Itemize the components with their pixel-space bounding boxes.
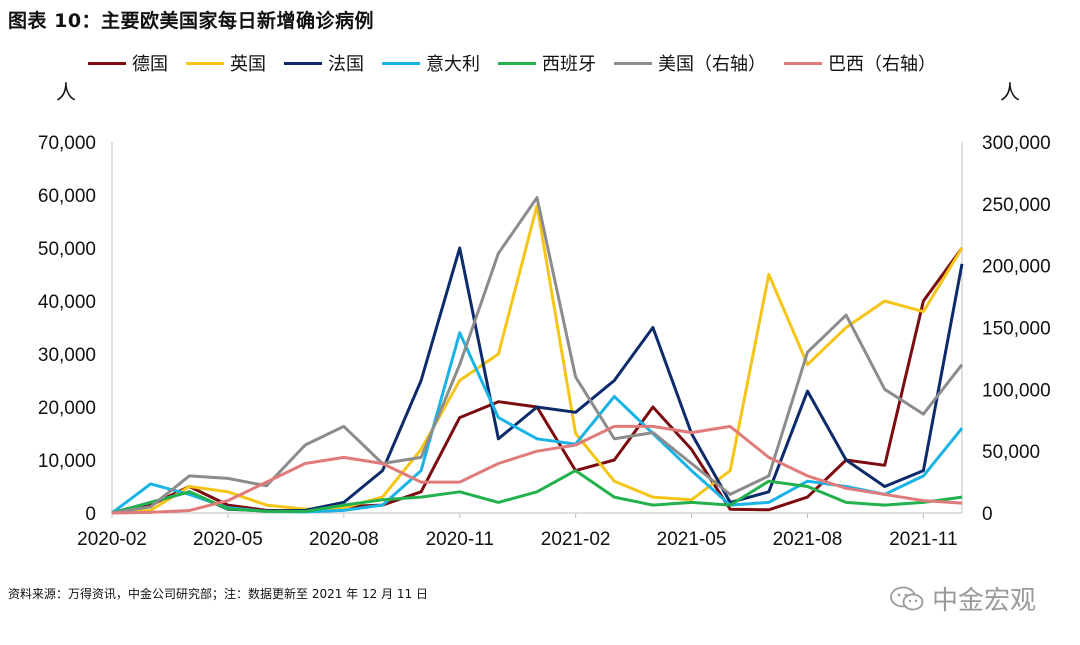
series-line-4 — [111, 469, 963, 515]
chart-legend: 德国 英国 法国 意大利 西班牙 美国（右轴） 巴西（右轴） — [88, 50, 936, 76]
series-line-6 — [111, 424, 963, 515]
left-tick-label: 70,000 — [38, 133, 96, 154]
right-tick-label: 150,000 — [982, 319, 1051, 340]
legend-swatch — [284, 61, 322, 65]
legend-item-4: 西班牙 — [498, 50, 596, 76]
legend-label: 德国 — [132, 54, 168, 75]
legend-label: 巴西（右轴） — [828, 54, 936, 75]
legend-swatch — [498, 61, 536, 65]
x-tick-label: 2021-05 — [657, 529, 727, 550]
x-tick-label: 2021-08 — [773, 529, 843, 550]
left-tick-label: 40,000 — [38, 292, 96, 313]
x-tick-label: 2020-08 — [309, 529, 379, 550]
legend-item-1: 英国 — [186, 50, 266, 76]
series-line-2 — [111, 246, 964, 515]
right-tick-label: 300,000 — [982, 133, 1051, 154]
line-chart: 0 10,000 20,000 30,000 40,000 50,000 60,000 70,… — [38, 133, 1051, 550]
legend-item-2: 法国 — [284, 50, 364, 76]
source-note: 资料来源：万得资讯，中金公司研究部；注：数据更新至 2021 年 12 月 11… — [8, 587, 428, 601]
x-tick-label: 2020-05 — [193, 529, 263, 550]
x-tick-label: 2021-11 — [889, 529, 957, 550]
legend-label: 法国 — [328, 54, 364, 75]
right-tick-label: 200,000 — [982, 257, 1051, 278]
x-tick-label: 2021-02 — [541, 529, 611, 550]
left-tick-label: 30,000 — [38, 345, 96, 366]
legend-swatch — [784, 61, 822, 65]
x-tick-label: 2020-11 — [426, 529, 494, 550]
chart-title: 图表 10：主要欧美国家每日新增确诊病例 — [8, 10, 375, 32]
right-tick-label: 0 — [982, 504, 993, 525]
watermark-text: 中金宏观 — [932, 586, 1037, 616]
legend-swatch — [186, 61, 224, 65]
left-axis-unit: 人 — [56, 80, 76, 104]
legend-label: 美国（右轴） — [658, 54, 766, 75]
legend-swatch — [382, 61, 420, 65]
wechat-icon — [890, 586, 924, 610]
left-tick-label: 50,000 — [38, 239, 96, 260]
legend-item-3: 意大利 — [382, 50, 480, 76]
legend-item-0: 德国 — [88, 50, 168, 76]
legend-label: 西班牙 — [542, 54, 596, 75]
series-line-5 — [111, 196, 964, 515]
legend-item-5: 美国（右轴） — [614, 50, 766, 76]
legend-label: 意大利 — [426, 54, 480, 75]
watermark: 中金宏观 — [890, 580, 1036, 617]
legend-label: 英国 — [230, 54, 266, 75]
left-tick-label: 20,000 — [38, 398, 96, 419]
left-tick-label: 10,000 — [38, 451, 96, 472]
left-tick-label: 0 — [85, 504, 96, 525]
x-tick-label: 2020-02 — [77, 529, 147, 550]
series-line-0 — [111, 247, 964, 515]
legend-item-6: 巴西（右轴） — [784, 50, 936, 76]
right-tick-label: 50,000 — [982, 442, 1040, 463]
legend-swatch — [614, 61, 652, 65]
left-tick-label: 60,000 — [38, 186, 96, 207]
right-tick-label: 250,000 — [982, 195, 1051, 216]
right-tick-label: 100,000 — [982, 380, 1051, 401]
legend-swatch — [88, 61, 126, 65]
right-axis-unit: 人 — [1000, 80, 1020, 104]
series-line-1 — [111, 204, 964, 515]
